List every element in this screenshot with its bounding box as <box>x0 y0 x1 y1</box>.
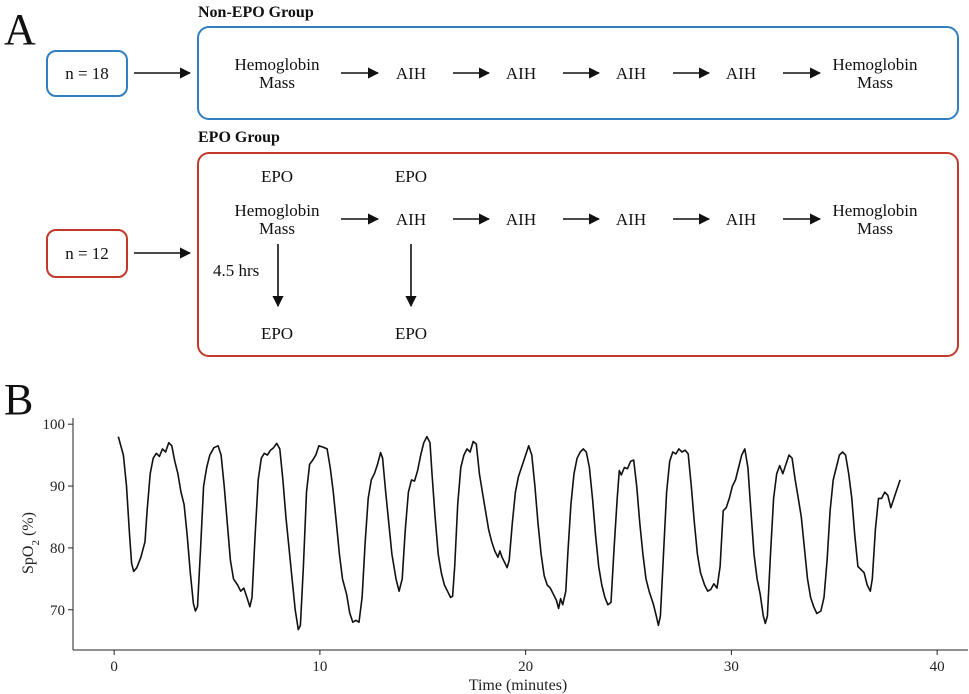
epo-flow: Hemoglobin Mass AIH AIH AIH AIH Hemoglobin Mass <box>235 201 918 238</box>
panel-b-letter: B <box>4 375 33 424</box>
y-tick-label-90: 90 <box>50 479 65 495</box>
y-axis-title-unit: (%) <box>20 512 37 540</box>
epo-dose-label-2: EPO <box>395 167 427 186</box>
non-epo-node-6-line-2: Mass <box>857 73 893 92</box>
non-epo-node-1-line-1: Hemoglobin <box>235 55 320 74</box>
non-epo-node-5-line-1: AIH <box>726 64 756 83</box>
epo-node-1: Hemoglobin Mass <box>235 201 320 238</box>
y-axis-title-sub: 2 <box>30 540 42 546</box>
epo-sample-label-1: EPO <box>261 324 293 343</box>
epo-node-2-line-1: AIH <box>396 210 426 229</box>
non-epo-flow: Hemoglobin Mass AIH AIH AIH AIH Hemoglobin Mass <box>235 55 918 92</box>
non-epo-node-6: Hemoglobin Mass <box>833 55 918 92</box>
non-epo-node-4: AIH <box>616 64 646 83</box>
epo-group-title: EPO Group <box>198 129 280 146</box>
epo-node-1-line-1: Hemoglobin <box>235 201 320 220</box>
epo-node-3-line-1: AIH <box>506 210 536 229</box>
non-epo-node-5: AIH <box>726 64 756 83</box>
x-tick-label-30: 30 <box>724 659 739 675</box>
y-tick-label-100: 100 <box>43 417 66 433</box>
epo-node-1-line-2: Mass <box>259 219 295 238</box>
y-axis-title: SpO2 (%) <box>20 512 42 574</box>
spo2-series-line <box>117 435 901 631</box>
non-epo-node-2: AIH <box>396 64 426 83</box>
epo-node-5-line-1: AIH <box>726 210 756 229</box>
y-tick-label-80: 80 <box>50 541 65 557</box>
x-tick-label-10: 10 <box>312 659 327 675</box>
epo-node-6-line-1: Hemoglobin <box>833 201 918 220</box>
non-epo-group-title: Non-EPO Group <box>198 4 314 21</box>
spo2-chart: 0 10 20 30 40 70 80 90 100 Time (minutes) SpO2 (… <box>20 417 968 694</box>
non-epo-node-2-line-1: AIH <box>396 64 426 83</box>
epo-sample-label-2: EPO <box>395 324 427 343</box>
epo-sample-size-label: n = 12 <box>65 244 109 263</box>
non-epo-sample-size-label: n = 18 <box>65 64 109 83</box>
chart-axes <box>72 418 968 651</box>
epo-node-3: AIH <box>506 210 536 229</box>
non-epo-node-3: AIH <box>506 64 536 83</box>
non-epo-node-1: Hemoglobin Mass <box>235 55 320 92</box>
x-tick-label-40: 40 <box>930 659 945 675</box>
non-epo-node-6-line-1: Hemoglobin <box>833 55 918 74</box>
non-epo-sample-size-box <box>46 50 128 97</box>
epo-node-4-line-1: AIH <box>616 210 646 229</box>
non-epo-node-3-line-1: AIH <box>506 64 536 83</box>
epo-group-box <box>197 152 959 357</box>
y-axis-title-base: SpO <box>20 546 37 574</box>
epo-dose-label-1: EPO <box>261 167 293 186</box>
epo-node-5: AIH <box>726 210 756 229</box>
x-tick-label-0: 0 <box>110 659 118 675</box>
x-axis-title: Time (minutes) <box>469 677 568 694</box>
epo-node-6: Hemoglobin Mass <box>833 201 918 238</box>
epo-sample-size-box <box>46 229 128 278</box>
epo-node-4: AIH <box>616 210 646 229</box>
panel-a-letter: A <box>4 5 36 54</box>
epo-node-6-line-2: Mass <box>857 219 893 238</box>
x-tick-label-20: 20 <box>518 659 533 675</box>
chart-ticks: 0 10 20 30 40 70 80 90 100 <box>43 417 945 675</box>
non-epo-node-4-line-1: AIH <box>616 64 646 83</box>
epo-node-2: AIH <box>396 210 426 229</box>
epo-delay-label: 4.5 hrs <box>213 261 259 280</box>
non-epo-node-1-line-2: Mass <box>259 73 295 92</box>
y-tick-label-70: 70 <box>50 603 65 619</box>
